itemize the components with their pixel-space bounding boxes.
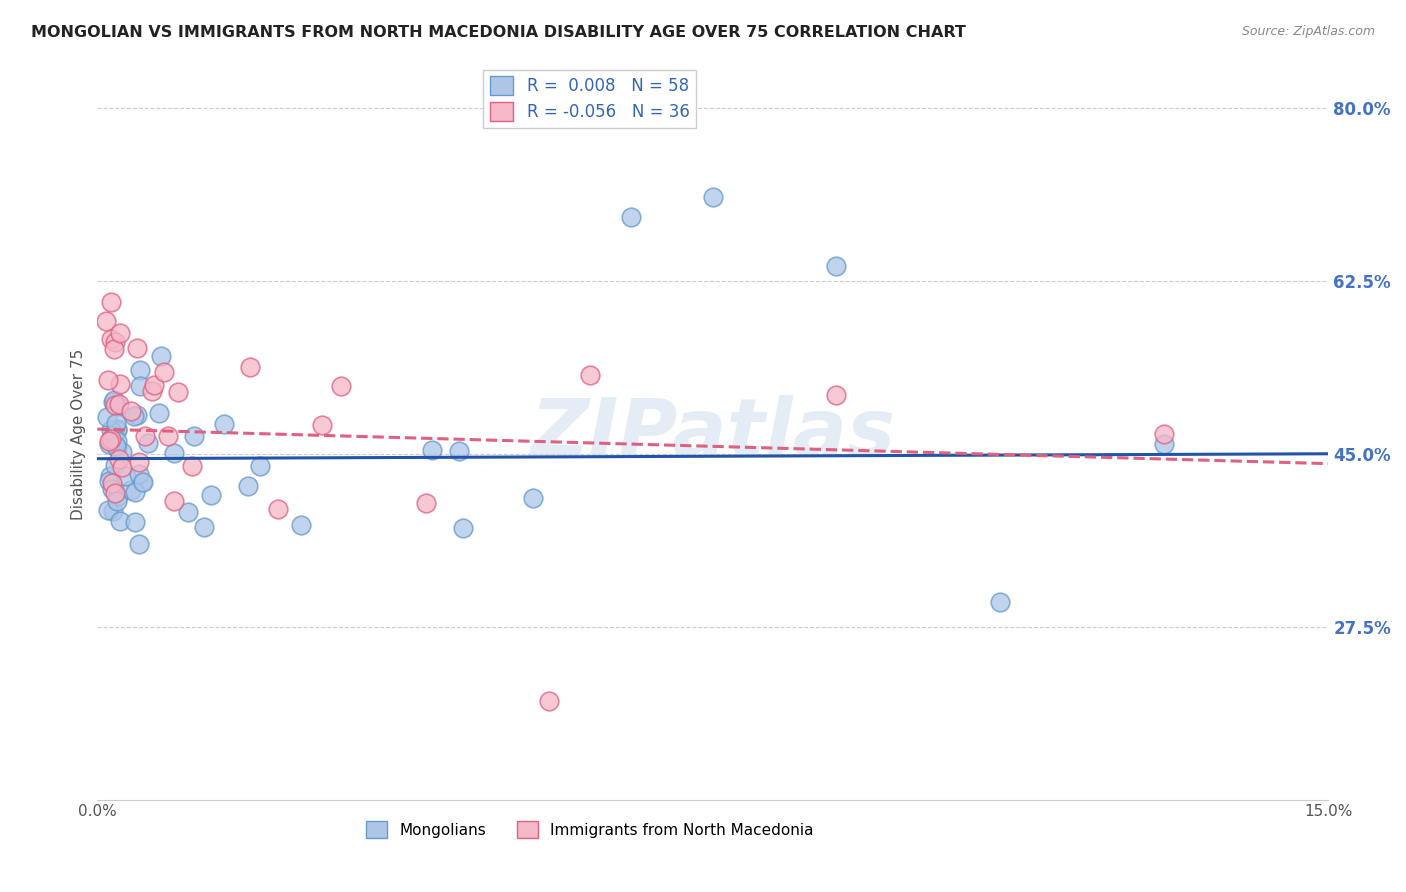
Point [120, 404, 142, 418]
Point [104, 398, 127, 412]
Point [143, 378, 166, 392]
Point [311, 418, 333, 433]
Point [101, 394, 124, 409]
Point [1153, 437, 1175, 451]
Point [420, 443, 443, 458]
Point [108, 514, 131, 528]
Point [96, 410, 118, 425]
Point [97, 436, 120, 450]
Point [104, 485, 127, 500]
Text: Source: ZipAtlas.com: Source: ZipAtlas.com [1241, 25, 1375, 38]
Point [249, 459, 271, 474]
Point [128, 455, 150, 469]
Point [200, 488, 222, 502]
Point [100, 332, 122, 346]
Point [108, 377, 131, 392]
Point [108, 451, 131, 466]
Point [522, 491, 544, 505]
Point [620, 210, 643, 224]
Point [415, 496, 437, 510]
Point [163, 446, 186, 460]
Point [702, 190, 724, 204]
Point [111, 460, 134, 475]
Point [239, 360, 262, 375]
Y-axis label: Disability Age Over 75: Disability Age Over 75 [72, 349, 86, 520]
Point [97, 502, 120, 516]
Point [148, 406, 170, 420]
Point [153, 365, 176, 379]
Point [104, 458, 127, 473]
Point [105, 423, 128, 437]
Point [120, 483, 142, 497]
Point [103, 342, 125, 356]
Point [97, 372, 120, 386]
Point [451, 521, 474, 535]
Point [183, 429, 205, 443]
Text: ZIPatlas: ZIPatlas [530, 395, 896, 473]
Point [98, 474, 121, 488]
Point [290, 517, 312, 532]
Point [537, 694, 560, 708]
Point [94, 314, 117, 328]
Point [101, 482, 124, 496]
Point [105, 422, 128, 436]
Point [1153, 427, 1175, 442]
Point [98, 434, 121, 448]
Point [825, 259, 848, 273]
Point [110, 326, 132, 341]
Point [176, 505, 198, 519]
Point [134, 429, 156, 443]
Point [101, 504, 124, 518]
Point [122, 409, 145, 423]
Point [238, 478, 260, 492]
Point [104, 334, 127, 349]
Point [104, 416, 127, 430]
Point [111, 445, 134, 459]
Point [128, 363, 150, 377]
Text: MONGOLIAN VS IMMIGRANTS FROM NORTH MACEDONIA DISABILITY AGE OVER 75 CORRELATION : MONGOLIAN VS IMMIGRANTS FROM NORTH MACED… [31, 25, 966, 40]
Point [988, 595, 1011, 609]
Point [329, 379, 352, 393]
Point [267, 501, 290, 516]
Point [100, 423, 122, 437]
Point [167, 384, 190, 399]
Point [100, 432, 122, 446]
Point [136, 436, 159, 450]
Point [578, 368, 600, 382]
Point [128, 379, 150, 393]
Point [149, 349, 172, 363]
Point [107, 400, 129, 414]
Point [107, 434, 129, 448]
Point [103, 434, 125, 449]
Point [107, 494, 129, 508]
Point [157, 429, 180, 443]
Point [101, 475, 124, 490]
Point [124, 516, 146, 530]
Point [104, 439, 127, 453]
Point [128, 537, 150, 551]
Point [125, 341, 148, 355]
Point [128, 467, 150, 481]
Point [193, 520, 215, 534]
Legend: Mongolians, Immigrants from North Macedonia: Mongolians, Immigrants from North Macedo… [360, 814, 820, 845]
Point [449, 444, 471, 458]
Point [181, 459, 204, 474]
Point [98, 468, 121, 483]
Point [124, 485, 146, 500]
Point [825, 387, 848, 401]
Point [105, 441, 128, 455]
Point [131, 475, 153, 489]
Point [131, 475, 153, 490]
Point [103, 393, 125, 408]
Point [163, 494, 186, 508]
Point [141, 384, 163, 399]
Point [114, 468, 136, 483]
Point [107, 489, 129, 503]
Point [100, 294, 122, 309]
Point [108, 397, 131, 411]
Point [103, 429, 125, 443]
Point [214, 417, 236, 432]
Point [101, 429, 124, 443]
Point [125, 408, 148, 422]
